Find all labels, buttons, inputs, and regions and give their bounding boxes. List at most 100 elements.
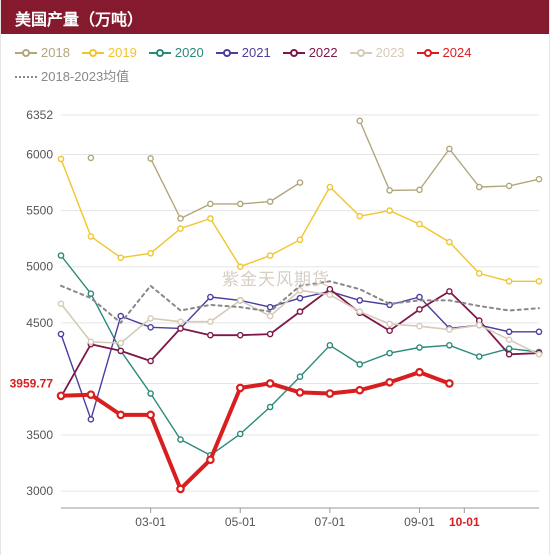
chart-title: 美国产量（万吨）: [1, 0, 549, 34]
series-point: [417, 294, 422, 299]
legend: 2018 2019 2020 2021 2022 2023 2024 2018-2023均值: [1, 34, 549, 94]
series-point: [177, 486, 183, 492]
legend-label: 2024: [443, 42, 472, 64]
series-point: [268, 305, 273, 310]
series-point: [207, 457, 213, 463]
series-point: [268, 314, 273, 319]
series-point: [387, 328, 392, 333]
series-point: [417, 345, 422, 350]
series-point: [357, 118, 362, 123]
series-point: [357, 214, 362, 219]
series-point: [208, 319, 213, 324]
series-point: [268, 199, 273, 204]
series-point: [118, 314, 123, 319]
series-point: [327, 390, 333, 396]
series-point: [297, 180, 302, 185]
series-point: [327, 287, 332, 292]
series-point: [268, 253, 273, 258]
series-point: [268, 404, 273, 409]
legend-label: 2018: [41, 42, 70, 64]
y-tick-label: 3500: [26, 428, 53, 442]
series-point: [267, 380, 273, 386]
series-point: [447, 146, 452, 151]
series-s2024: [61, 372, 449, 489]
series-point: [507, 337, 512, 342]
series-point: [387, 188, 392, 193]
legend-item-s2022: 2022: [283, 42, 338, 64]
series-point: [88, 391, 94, 397]
series-point: [357, 309, 362, 314]
series-point: [238, 264, 243, 269]
series-point: [208, 201, 213, 206]
series-point: [477, 271, 482, 276]
series-point: [477, 354, 482, 359]
series-point: [507, 329, 512, 334]
legend-label: 2023: [376, 42, 405, 64]
x-tick-label: 07-01: [315, 515, 346, 529]
series-point: [297, 288, 302, 293]
series-point: [88, 339, 93, 344]
legend-item-s2019: 2019: [82, 42, 137, 64]
legend-label: 2021: [242, 42, 271, 64]
series-point: [446, 380, 452, 386]
series-point: [118, 340, 123, 345]
series-point: [237, 385, 243, 391]
legend-swatch: [82, 47, 104, 59]
series-point: [58, 301, 63, 306]
legend-swatch: [350, 47, 372, 59]
series-point: [148, 391, 153, 396]
series-point: [477, 184, 482, 189]
series-s2022: [61, 289, 539, 397]
legend-label: 2020: [175, 42, 204, 64]
series-point: [208, 333, 213, 338]
series-point: [238, 431, 243, 436]
series-point: [536, 279, 541, 284]
series-point: [507, 183, 512, 188]
legend-item-s2021: 2021: [216, 42, 271, 64]
series-point: [387, 351, 392, 356]
series-point: [507, 352, 512, 357]
legend-swatch: [15, 47, 37, 59]
legend-label: 2019: [108, 42, 137, 64]
legend-swatch: [216, 47, 238, 59]
series-point: [357, 362, 362, 367]
series-point: [88, 291, 93, 296]
series-point: [58, 393, 64, 399]
series-point: [148, 358, 153, 363]
series-point: [148, 316, 153, 321]
series-point: [416, 369, 422, 375]
y-tick-label: 3000: [26, 484, 53, 498]
series-point: [507, 279, 512, 284]
series-point: [148, 325, 153, 330]
series-point: [447, 289, 452, 294]
legend-item-s2020: 2020: [149, 42, 204, 64]
series-point: [417, 221, 422, 226]
series-point: [268, 331, 273, 336]
series-point: [148, 251, 153, 256]
y-tick-label: 6000: [26, 148, 53, 162]
series-point: [447, 343, 452, 348]
series-point: [58, 156, 63, 161]
series-point: [297, 296, 302, 301]
legend-item-s2018: 2018: [15, 42, 70, 64]
series-point: [178, 226, 183, 231]
chart-svg: 300035003959.774500500055006000635203-01…: [1, 94, 550, 544]
series-point: [58, 253, 63, 258]
series-point: [178, 437, 183, 442]
series-point: [297, 309, 302, 314]
legend-label: 2022: [309, 42, 338, 64]
series-point: [387, 321, 392, 326]
legend-item-mean: 2018-2023均值: [15, 66, 129, 88]
series-point: [387, 208, 392, 213]
y-tick-label: 6352: [26, 108, 53, 122]
series-point: [357, 387, 363, 393]
x-tick-label: 03-01: [135, 515, 166, 529]
series-point: [58, 331, 63, 336]
series-point: [447, 327, 452, 332]
x-tick-label: 09-01: [404, 515, 435, 529]
series-point: [238, 333, 243, 338]
series-point: [327, 292, 332, 297]
series-point: [417, 187, 422, 192]
series-point: [417, 307, 422, 312]
series-point: [507, 346, 512, 351]
